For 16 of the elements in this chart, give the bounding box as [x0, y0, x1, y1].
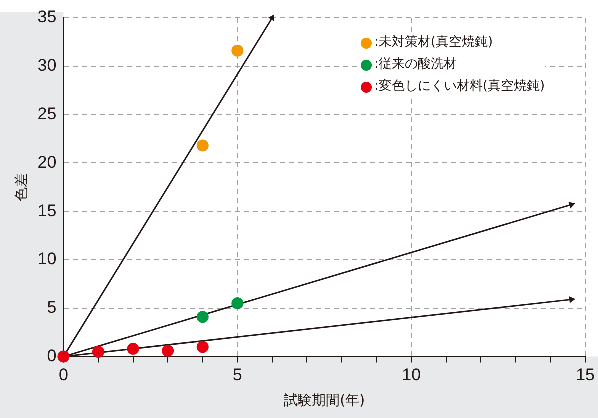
y-axis-title: 色差 [14, 173, 30, 202]
x-axis-title: 試験期間(年) [284, 393, 366, 410]
y-tick-label: 0 [47, 346, 57, 366]
x-tick-label: 5 [232, 366, 242, 385]
y-tick-label: 30 [38, 56, 57, 76]
x-tick-label: 15 [576, 366, 596, 385]
y-tick-label: 15 [38, 201, 57, 220]
legend-label: :変色しにくい材料(真空焼鈍) [374, 78, 546, 96]
y-tick-label: 5 [47, 298, 57, 318]
legend-label: :未対策材(真空焼鈍) [374, 34, 494, 52]
x-tick-label: 10 [402, 366, 422, 385]
y-tick-label: 25 [38, 104, 57, 124]
legend-label: :従来の酸洗材 [374, 56, 457, 74]
y-tick-label: 10 [38, 250, 57, 269]
y-tick-label: 20 [38, 152, 57, 172]
y-tick-label: 35 [38, 8, 57, 27]
